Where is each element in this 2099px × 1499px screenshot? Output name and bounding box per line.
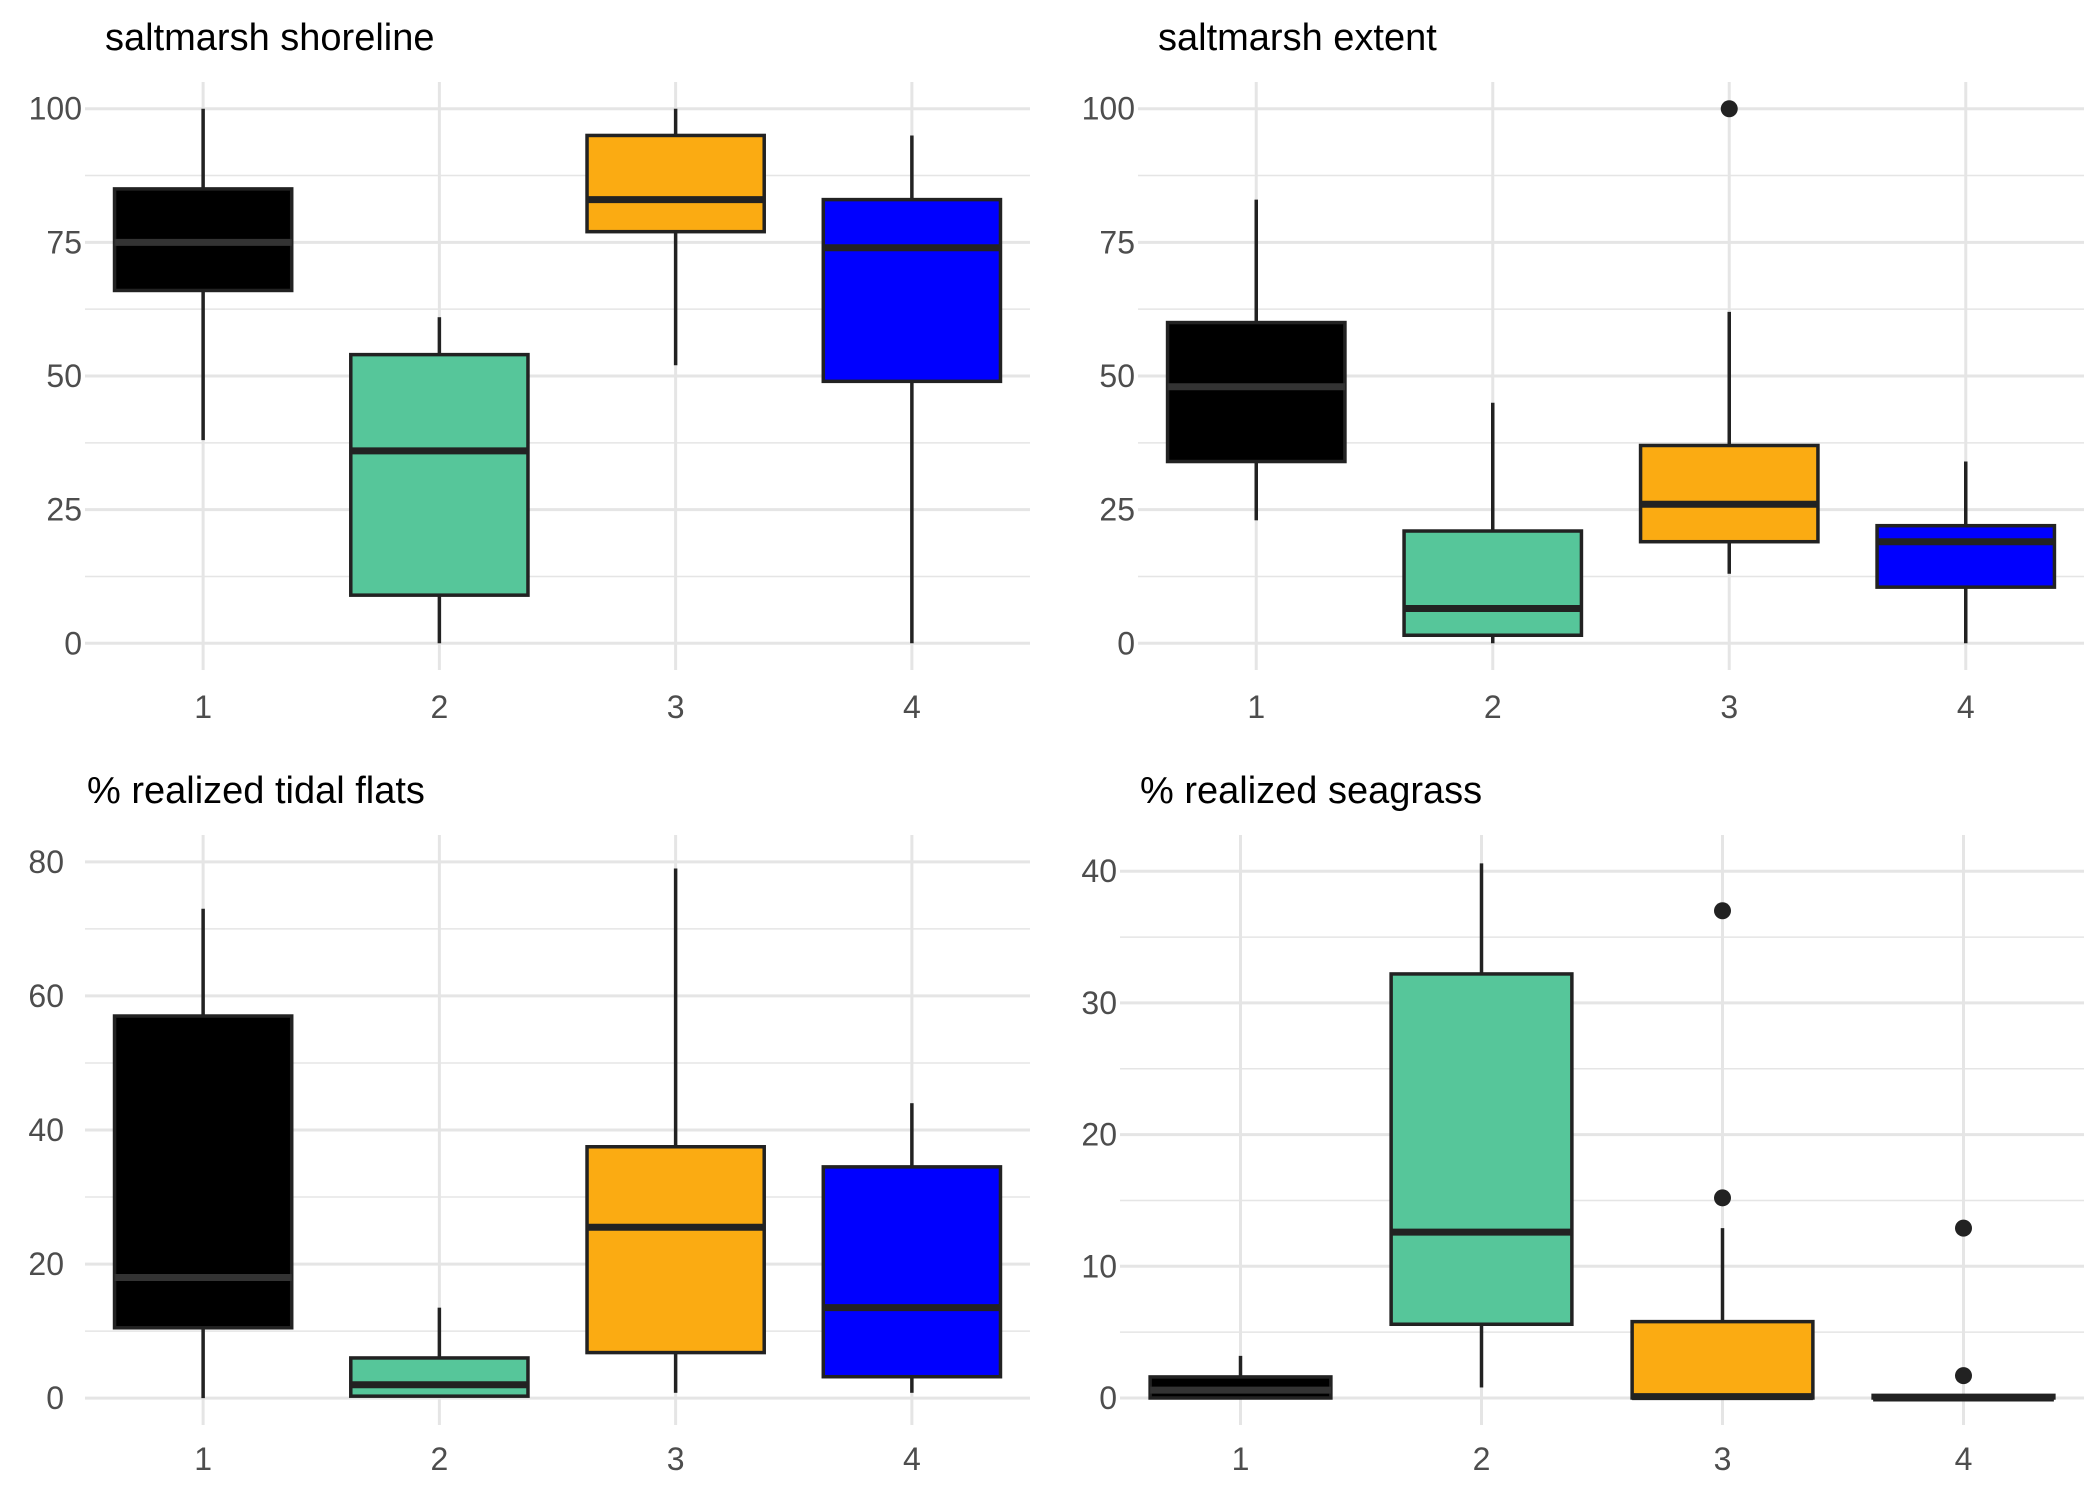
box-group-2	[349, 1307, 530, 1398]
box-group-4	[821, 1103, 1003, 1393]
box-group-4	[821, 135, 1003, 644]
y-tick-label: 0	[1117, 625, 1135, 661]
panel-realized-tidal-flats: % realized tidal flats 0 20 40 60 80 1 2 3 4	[28, 770, 1030, 1477]
y-tick-label: 50	[1099, 358, 1135, 394]
box	[349, 1356, 530, 1398]
x-tick-label: 3	[667, 689, 685, 725]
box-group-2	[1402, 402, 1584, 644]
x-tick-label: 1	[1232, 1441, 1250, 1477]
y-tick-label: 75	[46, 224, 82, 260]
box	[821, 1165, 1003, 1379]
outlier-point	[1955, 1367, 1972, 1385]
box	[585, 1145, 766, 1355]
y-tick-label: 20	[28, 1246, 64, 1282]
box	[349, 352, 530, 597]
outlier-point	[1720, 100, 1738, 118]
y-tick-label: 0	[1099, 1380, 1117, 1416]
y-tick-label: 80	[28, 844, 64, 880]
box	[1875, 523, 2057, 589]
box-group-4	[1871, 1219, 2056, 1402]
box-group-3	[1638, 100, 1820, 574]
y-tick-label: 40	[28, 1112, 64, 1148]
y-tick-label: 10	[1081, 1248, 1117, 1284]
x-tick-label: 1	[194, 1441, 212, 1477]
y-tick-label: 25	[46, 492, 82, 528]
box	[1389, 972, 1574, 1327]
y-tick-label: 0	[64, 625, 82, 661]
box-group-1	[1165, 199, 1347, 521]
box-group-3	[585, 868, 766, 1393]
x-tick-label: 2	[430, 689, 448, 725]
x-tick-label: 1	[194, 689, 212, 725]
x-tick-label: 2	[1473, 1441, 1491, 1477]
x-tick-label: 1	[1247, 689, 1265, 725]
x-tick-label: 4	[903, 689, 921, 725]
box-group-2	[1389, 863, 1574, 1388]
panel-saltmarsh-shoreline: saltmarsh shoreline 0 25 50 75 100 1 2 3 4	[29, 17, 1030, 725]
panel-saltmarsh-extent: saltmarsh extent 0 25 50 75 100 1 2 3 4	[1082, 17, 2084, 725]
y-tick-label: 50	[46, 358, 82, 394]
y-tick-label: 40	[1081, 853, 1117, 889]
y-tick-label: 60	[28, 978, 64, 1014]
panel-title: saltmarsh shoreline	[105, 17, 434, 59]
box	[1402, 529, 1584, 638]
x-tick-label: 2	[430, 1441, 448, 1477]
box-group-2	[349, 317, 530, 644]
box-group-3	[585, 108, 766, 366]
outlier-point	[1714, 1189, 1731, 1207]
x-tick-label: 4	[903, 1441, 921, 1477]
y-tick-label: 0	[46, 1380, 64, 1416]
box-group-1	[112, 108, 294, 441]
y-tick-label: 20	[1081, 1117, 1117, 1153]
x-tick-label: 4	[1955, 1441, 1973, 1477]
box	[1165, 320, 1347, 464]
box-group-4	[1875, 461, 2057, 644]
box-group-1	[1148, 1355, 1333, 1400]
box	[112, 1014, 294, 1330]
panel-title: % realized seagrass	[1140, 770, 1482, 812]
y-tick-label: 30	[1081, 985, 1117, 1021]
x-tick-label: 3	[1720, 689, 1738, 725]
x-tick-label: 3	[667, 1441, 685, 1477]
x-tick-label: 3	[1714, 1441, 1732, 1477]
y-tick-label: 25	[1099, 492, 1135, 528]
panel-realized-seagrass: % realized seagrass 0 10 20 30 40 1 2 3 4	[1081, 770, 2084, 1477]
y-tick-label: 100	[29, 91, 82, 127]
box	[821, 197, 1003, 384]
grid	[1120, 835, 2084, 1425]
outlier-point	[1955, 1219, 1972, 1237]
x-tick-label: 4	[1957, 689, 1975, 725]
panel-title: saltmarsh extent	[1158, 17, 1437, 59]
box-group-3	[1630, 902, 1815, 1401]
box-group-1	[112, 908, 294, 1399]
outlier-point	[1714, 902, 1731, 920]
panel-title: % realized tidal flats	[87, 770, 425, 812]
x-tick-label: 2	[1484, 689, 1502, 725]
y-tick-label: 100	[1082, 91, 1135, 127]
y-tick-label: 75	[1099, 224, 1135, 260]
box	[1630, 1319, 1815, 1400]
box	[585, 133, 766, 234]
box	[1638, 443, 1820, 544]
